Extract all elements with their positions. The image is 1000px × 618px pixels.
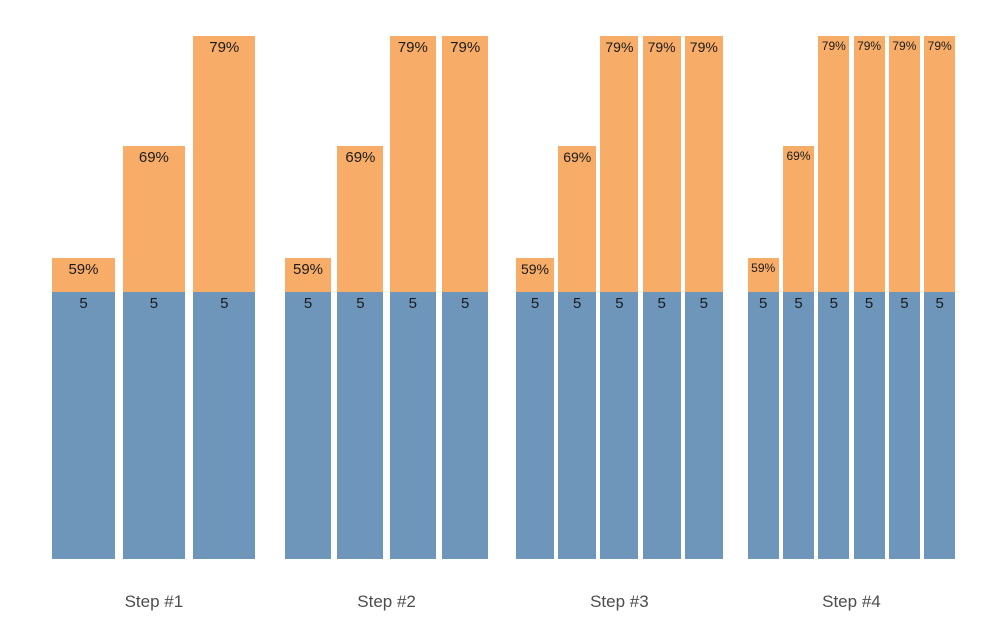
bar-top-segment: 59% bbox=[52, 258, 115, 292]
bar-top-segment: 69% bbox=[782, 146, 814, 292]
bar-base-segment: 5 bbox=[684, 292, 723, 559]
bar-top-label: 59% bbox=[751, 261, 776, 275]
category-label: Step #2 bbox=[357, 592, 416, 611]
bar-top-label: 79% bbox=[647, 39, 676, 55]
bar: 69% 5 bbox=[782, 146, 814, 559]
bar-base-segment: 5 bbox=[337, 292, 384, 559]
bar-base-segment: 5 bbox=[516, 292, 555, 559]
bar-top-label: 79% bbox=[927, 39, 952, 53]
bar: 79% 5 bbox=[684, 36, 723, 559]
bar-top-segment: 79% bbox=[193, 36, 256, 292]
bar-base-label: 5 bbox=[573, 295, 582, 312]
bar-top-label: 69% bbox=[786, 149, 811, 163]
bar-top-label: 79% bbox=[892, 39, 917, 53]
bar-top-label: 79% bbox=[397, 39, 428, 56]
bar-top-segment: 79% bbox=[853, 36, 885, 292]
bar: 79% 5 bbox=[442, 36, 489, 559]
bar-top-label: 59% bbox=[68, 261, 99, 278]
bar-top-segment: 69% bbox=[558, 146, 597, 292]
bar-base-segment: 5 bbox=[52, 292, 115, 559]
bar-base-label: 5 bbox=[900, 295, 909, 312]
bar-base-label: 5 bbox=[794, 295, 803, 312]
bar-base-label: 5 bbox=[461, 295, 470, 312]
bar-top-segment: 79% bbox=[924, 36, 956, 292]
bar-base-segment: 5 bbox=[642, 292, 681, 559]
bar-top-segment: 59% bbox=[747, 258, 779, 292]
bar-top-label: 79% bbox=[450, 39, 481, 56]
bar: 69% 5 bbox=[122, 146, 186, 559]
bar-base-segment: 5 bbox=[600, 292, 639, 559]
bar-base-segment: 5 bbox=[389, 292, 436, 559]
bar: 79% 5 bbox=[853, 36, 885, 559]
bar-base-segment: 5 bbox=[285, 292, 331, 559]
bar-top-segment: 79% bbox=[888, 36, 920, 292]
bar-base-segment: 5 bbox=[853, 292, 885, 559]
bar-group: 59% 5 69% 5 79% 5 79% 5 79% 5 79% 5 bbox=[747, 36, 956, 559]
bar: 59% 5 bbox=[516, 258, 555, 559]
bar: 59% 5 bbox=[285, 258, 331, 559]
bar-base-label: 5 bbox=[79, 295, 88, 312]
bar: 69% 5 bbox=[558, 146, 597, 559]
bar-base-label: 5 bbox=[657, 295, 666, 312]
bar-base-segment: 5 bbox=[818, 292, 850, 559]
bar: 79% 5 bbox=[193, 36, 256, 559]
bar-base-segment: 5 bbox=[193, 292, 256, 559]
bar-base-segment: 5 bbox=[747, 292, 779, 559]
bar-base-label: 5 bbox=[356, 295, 365, 312]
bar-top-label: 69% bbox=[345, 149, 376, 166]
bar-base-label: 5 bbox=[303, 295, 313, 312]
bar-base-label: 5 bbox=[615, 295, 624, 312]
bar-top-segment: 79% bbox=[642, 36, 681, 292]
bar-top-label: 59% bbox=[292, 261, 324, 278]
bar-base-label: 5 bbox=[149, 295, 159, 312]
bar-base-label: 5 bbox=[408, 295, 417, 312]
bar-group: 59% 5 69% 5 79% 5 bbox=[52, 36, 256, 559]
bar: 79% 5 bbox=[888, 36, 920, 559]
bar-top-segment: 69% bbox=[122, 146, 186, 292]
bar-base-label: 5 bbox=[759, 295, 768, 312]
bar-base-segment: 5 bbox=[888, 292, 920, 559]
bar-top-segment: 59% bbox=[285, 258, 331, 292]
bar-base-label: 5 bbox=[220, 295, 229, 312]
bar-base-segment: 5 bbox=[442, 292, 489, 559]
bar: 79% 5 bbox=[389, 36, 436, 559]
bar-top-label: 79% bbox=[689, 39, 718, 55]
bar-top-segment: 59% bbox=[516, 258, 555, 292]
bar-top-label: 79% bbox=[209, 39, 240, 56]
bar-top-segment: 69% bbox=[337, 146, 384, 292]
bar-top-label: 79% bbox=[821, 39, 846, 53]
bar-top-segment: 79% bbox=[389, 36, 436, 292]
category-label: Step #1 bbox=[124, 592, 184, 611]
bar-group: 59% 5 69% 5 79% 5 79% 5 bbox=[285, 36, 489, 559]
bar: 79% 5 bbox=[600, 36, 639, 559]
bar-top-segment: 79% bbox=[600, 36, 639, 292]
bar: 59% 5 bbox=[747, 258, 779, 559]
bar-top-label: 79% bbox=[605, 39, 634, 55]
bar-base-label: 5 bbox=[935, 295, 944, 312]
bar-base-segment: 5 bbox=[122, 292, 186, 559]
category-label: Step #3 bbox=[590, 592, 649, 611]
bar: 79% 5 bbox=[642, 36, 681, 559]
bar-base-segment: 5 bbox=[558, 292, 597, 559]
bar-base-label: 5 bbox=[530, 295, 540, 312]
bar-top-label: 69% bbox=[138, 149, 169, 166]
bar-base-label: 5 bbox=[829, 295, 838, 312]
bar: 59% 5 bbox=[52, 258, 115, 559]
bar: 79% 5 bbox=[818, 36, 850, 559]
bar-top-segment: 79% bbox=[818, 36, 850, 292]
bar-top-segment: 79% bbox=[442, 36, 489, 292]
bar-top-segment: 79% bbox=[684, 36, 723, 292]
bar-base-segment: 5 bbox=[782, 292, 814, 559]
bar-base-label: 5 bbox=[699, 295, 708, 312]
bar-top-label: 59% bbox=[520, 261, 550, 277]
bar: 69% 5 bbox=[337, 146, 384, 559]
bar-base-label: 5 bbox=[864, 295, 874, 312]
bar-group: 59% 5 69% 5 79% 5 79% 5 79% 5 bbox=[516, 36, 723, 559]
bar: 79% 5 bbox=[924, 36, 956, 559]
bar-base-segment: 5 bbox=[924, 292, 956, 559]
bar-top-label: 69% bbox=[563, 149, 592, 165]
category-label: Step #4 bbox=[822, 592, 881, 611]
bar-top-label: 79% bbox=[857, 39, 882, 53]
